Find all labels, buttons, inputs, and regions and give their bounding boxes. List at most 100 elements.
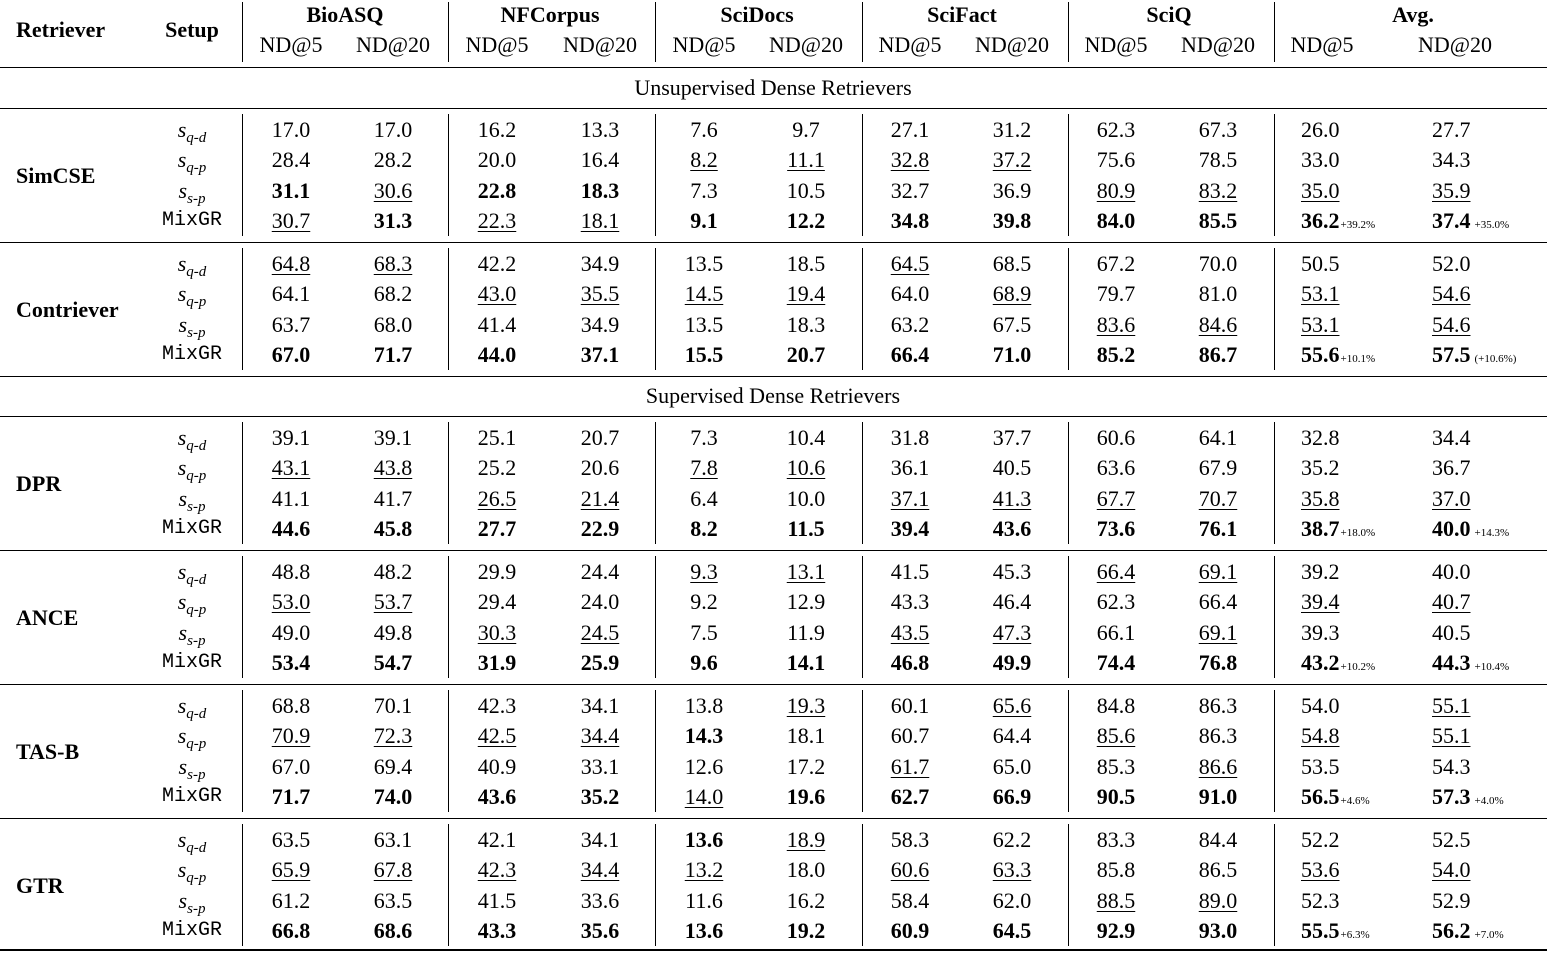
score-cell: 50.5	[1301, 251, 1340, 276]
score-cell: 68.6	[374, 918, 413, 944]
column-divider	[1274, 2, 1275, 62]
score-cell: 34.4	[1432, 425, 1471, 450]
score-cell: 10.0	[786, 485, 826, 511]
metric-label: ND@20	[562, 32, 638, 57]
score-cell: 67.2	[1096, 251, 1136, 276]
score-value: 60.6	[890, 857, 930, 883]
score-cell: 35.9	[1432, 178, 1471, 204]
score-cell: 19.3	[787, 693, 826, 719]
metric-label: ND@5	[1290, 32, 1354, 57]
score-value: 42.5	[477, 723, 517, 749]
metric-label: ND@20	[1417, 32, 1493, 57]
score-cell: 83.2	[1199, 178, 1238, 204]
score-cell: 49.8	[373, 619, 413, 645]
score-cell: 60.7	[890, 723, 930, 749]
retriever-name: GTR	[16, 873, 64, 898]
score-cell: 44.3 +10.4%	[1432, 650, 1509, 676]
score-cell: 31.8	[890, 425, 930, 450]
score-cell: 40.0 +14.3%	[1432, 516, 1509, 542]
column-divider	[1274, 114, 1275, 236]
score-cell: 81.0	[1198, 281, 1238, 307]
score-value: 80.9	[1096, 177, 1136, 203]
score-value: 65.9	[271, 857, 311, 883]
score-cell: 15.5	[685, 342, 724, 368]
score-cell: 39.3	[1301, 619, 1340, 645]
score-value: 53.7	[373, 589, 413, 615]
score-cell: 11.5	[787, 516, 824, 542]
score-cell: 41.3	[993, 486, 1032, 512]
score-cell: 70.0	[1198, 251, 1238, 276]
score-cell: 85.2	[1097, 342, 1136, 368]
dataset-name: SciFact	[927, 2, 997, 27]
score-cell: 86.3	[1198, 693, 1238, 718]
column-divider	[448, 114, 449, 236]
score-cell: 61.7	[891, 754, 930, 780]
score-value: 84.6	[1198, 311, 1238, 337]
score-value: 37.1	[580, 342, 620, 368]
score-cell: 39.4	[891, 516, 930, 542]
score-value: 69.1	[1198, 559, 1238, 584]
score-value: 55.5	[1301, 918, 1340, 944]
score-value: 7.8	[690, 455, 718, 481]
score-value: 74.4	[1096, 650, 1136, 676]
score-cell: 34.4	[581, 723, 620, 749]
score-value: 9.6	[690, 650, 718, 676]
score-cell: 41.5	[477, 887, 517, 913]
score-cell: 68.3	[374, 251, 413, 277]
gain-note: +10.4%	[1474, 661, 1510, 674]
setup-label: sq-d	[178, 693, 207, 722]
score-cell: 65.9	[272, 857, 311, 883]
score-cell: 79.7	[1096, 281, 1136, 307]
setup-subscript: q-d	[186, 438, 207, 454]
score-cell: 49.0	[271, 619, 311, 645]
score-cell: 63.5	[271, 827, 311, 852]
score-cell: 89.0	[1199, 888, 1238, 914]
score-cell: 78.5	[1198, 147, 1238, 173]
score-cell: 67.0	[271, 753, 311, 779]
metric-label: ND@5	[878, 32, 942, 57]
score-value: 35.9	[1432, 177, 1471, 203]
score-cell: 43.6	[993, 516, 1032, 542]
dataset-name: NFCorpus	[500, 2, 600, 27]
score-value: 35.2	[580, 784, 620, 810]
score-cell: 33.1	[580, 753, 620, 779]
setup-label: sq-d	[178, 827, 207, 856]
rule	[0, 949, 1547, 951]
score-cell: 86.3	[1198, 723, 1238, 749]
score-cell: 54.3	[1432, 753, 1471, 779]
score-cell: 65.6	[993, 693, 1032, 719]
score-cell: 66.8	[272, 918, 311, 944]
score-value: 71.7	[271, 784, 311, 810]
column-divider	[242, 824, 243, 946]
score-cell: 34.9	[580, 251, 620, 276]
score-value: 53.6	[1301, 857, 1340, 883]
score-cell: 19.2	[787, 918, 826, 944]
score-cell: 69.1	[1199, 559, 1238, 585]
score-value: 31.1	[271, 177, 311, 203]
score-cell: 83.3	[1096, 827, 1136, 852]
column-divider	[1068, 690, 1069, 812]
score-value: 86.7	[1198, 342, 1238, 368]
score-cell: 54.0	[1432, 857, 1471, 883]
score-cell: 9.2	[690, 589, 718, 615]
score-cell: 53.0	[272, 589, 311, 615]
score-value: 22.9	[580, 516, 620, 542]
score-value: 92.9	[1096, 918, 1136, 944]
score-value: 27.7	[477, 516, 517, 542]
column-divider	[1274, 248, 1275, 370]
setup-subscript: s-p	[187, 498, 206, 515]
score-value: 91.0	[1198, 784, 1238, 810]
score-cell: 67.7	[1097, 486, 1136, 512]
score-cell: 36.2+39.2%	[1301, 208, 1375, 234]
score-value: 18.9	[786, 827, 826, 852]
score-value: 68.6	[373, 918, 413, 944]
column-divider	[655, 2, 656, 62]
score-cell: 35.2	[581, 784, 620, 810]
score-cell: 63.6	[1096, 455, 1136, 481]
score-value: 10.6	[786, 455, 826, 481]
score-cell: 42.5	[478, 723, 517, 749]
score-cell: 91.0	[1199, 784, 1238, 810]
score-value: 41.3	[992, 485, 1032, 511]
gain-note: +10.2%	[1340, 661, 1376, 674]
score-value: 69.1	[1198, 619, 1238, 645]
